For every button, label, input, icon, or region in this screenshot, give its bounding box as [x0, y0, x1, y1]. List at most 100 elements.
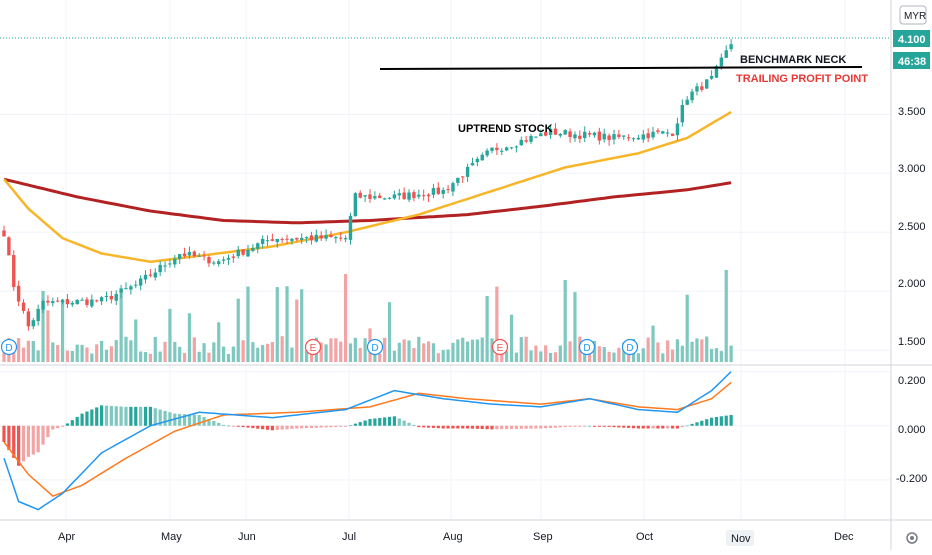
candle-body [475, 158, 480, 163]
candle-body [392, 194, 397, 199]
candle-body [714, 66, 719, 78]
volume-bar [695, 338, 699, 362]
macd-histogram-bar [60, 425, 65, 427]
macd-histogram-bar [95, 407, 99, 426]
candle-body [500, 150, 504, 152]
macd-histogram-bar [231, 425, 235, 427]
macd-histogram-bar [558, 425, 562, 428]
volume-bar [622, 342, 626, 362]
benchmark-annotation[interactable]: BENCHMARK NECK [740, 54, 846, 66]
candle-body [646, 133, 650, 139]
candle-body [578, 135, 582, 139]
macd-histogram-bar [65, 423, 70, 426]
candle-body [612, 134, 616, 140]
candle-body [26, 311, 31, 327]
candle-body [21, 302, 26, 311]
candle-body [55, 300, 60, 302]
candle-body [212, 262, 216, 264]
macd-histogram-bar [368, 419, 372, 426]
volume-bar [280, 336, 284, 362]
macd-histogram-bar [295, 425, 299, 429]
event-marker-label: D [5, 343, 12, 354]
candle-body [12, 255, 16, 288]
volume-bar [119, 290, 123, 362]
volume-bar [158, 351, 162, 362]
macd-histogram-bar [143, 406, 148, 426]
candle-body [729, 44, 733, 50]
macd-histogram-bar [451, 425, 455, 429]
volume-bar [334, 338, 338, 362]
candle-body [656, 130, 660, 132]
volume-bar [475, 339, 479, 362]
candle-body [260, 238, 265, 244]
event-marker-label: E [497, 343, 504, 354]
volume-bar [304, 350, 309, 362]
volume-bar [182, 352, 187, 362]
macd-tick-pos: 0.200 [898, 375, 926, 387]
event-marker-label: D [371, 343, 378, 354]
macd-histogram-bar [670, 425, 675, 429]
trailing-annotation[interactable]: TRAILING PROFIT POINT [736, 73, 868, 85]
volume-bar [148, 353, 152, 362]
volume-bar [70, 351, 74, 362]
volume-bar [226, 353, 231, 362]
macd-histogram-bar [578, 425, 582, 427]
macd-histogram-bar [617, 425, 621, 428]
candle-body [583, 131, 587, 139]
macd-histogram-bar [724, 415, 728, 426]
volume-bar [80, 344, 84, 362]
macd-histogram-bar [446, 425, 450, 429]
volume-bar [207, 352, 211, 362]
macd-histogram-bar [529, 425, 533, 429]
macd-histogram-bar [690, 423, 694, 426]
candle-body [280, 239, 284, 241]
gear-icon[interactable] [906, 532, 918, 544]
macd-histogram-bar [441, 425, 445, 429]
countdown-label: 46:38 [898, 56, 926, 68]
volume-bar [724, 270, 728, 362]
candle-body [519, 139, 523, 146]
uptrend-annotation[interactable]: UPTREND STOCK [458, 123, 553, 135]
candle-body [36, 308, 40, 322]
time-tick-apr: Apr [58, 531, 75, 543]
candle-body [558, 133, 563, 136]
candle-body [75, 299, 79, 305]
volume-bar [187, 313, 192, 362]
volume-bar [646, 337, 650, 362]
macd-histogram-bar [285, 425, 289, 430]
macd-histogram-bar [495, 425, 499, 430]
macd-histogram-bar [324, 425, 328, 428]
candle-body [241, 249, 245, 255]
macd-histogram-bar [17, 425, 21, 466]
macd-histogram-bar [705, 419, 709, 426]
candle-body [348, 215, 353, 240]
volume-bar [75, 344, 79, 362]
candle-body [207, 257, 211, 264]
volume-bar [383, 337, 387, 362]
volume-bar [627, 353, 631, 362]
candle-body [529, 135, 533, 142]
candle-body [451, 183, 455, 192]
benchmark-neck-line[interactable] [379, 66, 863, 70]
candle-body [197, 255, 201, 257]
ma-long-line [3, 177, 732, 225]
macd-histogram-bar [192, 414, 196, 426]
macd-histogram-bar [588, 425, 592, 427]
macd-histogram-bar [490, 425, 494, 430]
volume-bar [261, 345, 265, 362]
macd-histogram-bar [695, 422, 699, 426]
candle-body [709, 75, 714, 79]
candle-body [675, 123, 680, 136]
currency-box[interactable] [899, 5, 927, 25]
candle-body [436, 187, 441, 194]
volume-bar [21, 347, 26, 362]
candle-body [217, 261, 221, 265]
macd-histogram-bar [461, 425, 465, 429]
volume-bar [714, 348, 719, 362]
volume-bar [568, 341, 572, 362]
volume-bar [466, 341, 470, 362]
macd-histogram-bar [631, 425, 636, 429]
